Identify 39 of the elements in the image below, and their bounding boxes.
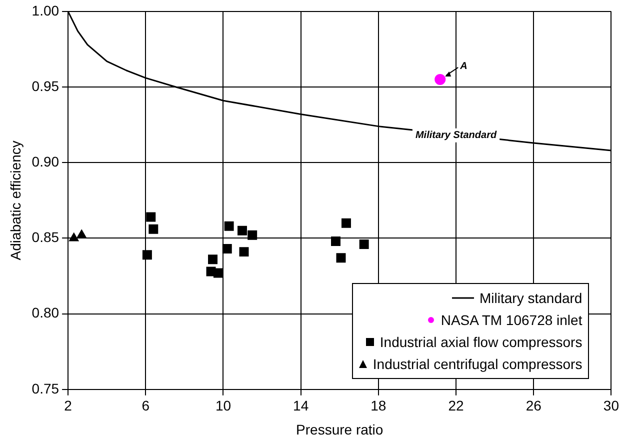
annotation: A: [459, 61, 468, 72]
x-tick-label: 26: [526, 398, 542, 414]
point: [331, 236, 340, 246]
point: [341, 218, 351, 228]
legend-label: NASA TM 106728 inlet: [440, 312, 582, 328]
point: [359, 240, 369, 249]
x-tick-label: 30: [603, 398, 620, 414]
x-tick-label: 10: [215, 398, 232, 414]
x-axis-title: Pressure ratio: [296, 421, 384, 438]
legend-label: Industrial centrifugal compressors: [372, 356, 582, 372]
y-tick-label: 0.90: [32, 153, 60, 170]
point: [336, 253, 346, 263]
x-tick-label: 22: [448, 398, 464, 414]
point: [142, 250, 152, 260]
point: [434, 74, 446, 85]
point: [213, 268, 223, 278]
y-axis-title: Adiabatic efficiency: [7, 140, 24, 260]
y-tick-label: 0.75: [32, 380, 60, 396]
x-tick-label: 2: [64, 398, 72, 414]
x-tick-label: 14: [293, 398, 309, 414]
point: [148, 224, 158, 234]
y-tick-label: 0.85: [32, 229, 60, 246]
point: [76, 230, 86, 238]
y-tick-label: 1.00: [32, 2, 60, 18]
legend-label: Military standard: [480, 290, 582, 306]
point: [224, 221, 234, 231]
point: [222, 244, 232, 254]
point: [69, 232, 79, 242]
point: [146, 212, 156, 222]
y-tick-label: 0.80: [32, 304, 60, 321]
legend-label: Industrial axial flow compressors: [380, 334, 582, 350]
annotation: Military Standard: [415, 130, 498, 142]
point: [239, 247, 249, 257]
point: [208, 254, 218, 264]
y-tick-label: 0.95: [32, 78, 60, 94]
point: [238, 226, 247, 236]
x-tick-label: 18: [370, 398, 386, 414]
x-tick-label: 6: [142, 398, 150, 414]
point: [248, 230, 258, 240]
